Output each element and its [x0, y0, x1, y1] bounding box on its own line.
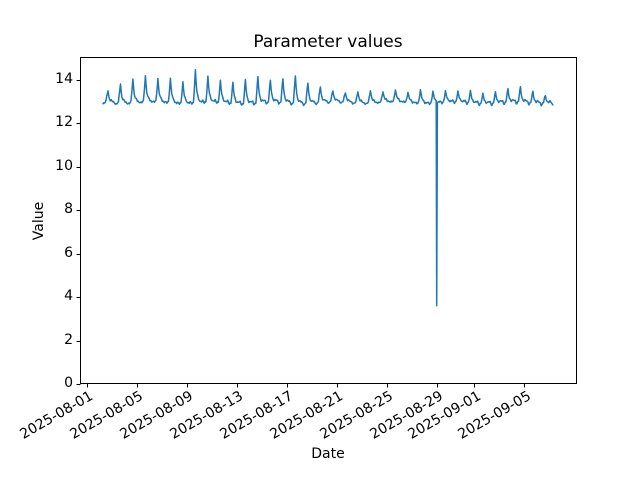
y-tick-label: 0 [64, 375, 73, 391]
y-tick-label: 4 [64, 288, 73, 305]
chart-title: Parameter values [253, 32, 403, 52]
x-axis-label: Date [311, 446, 345, 462]
y-tick-label: 6 [64, 244, 73, 261]
data-line [102, 69, 554, 307]
y-tick-label: 12 [55, 114, 73, 131]
y-tick-label: 14 [55, 70, 73, 87]
axes-spines [80, 57, 577, 384]
y-tick-label: 10 [55, 157, 73, 174]
y-tick-label: 2 [64, 331, 73, 348]
y-tick-label: 8 [64, 201, 73, 218]
